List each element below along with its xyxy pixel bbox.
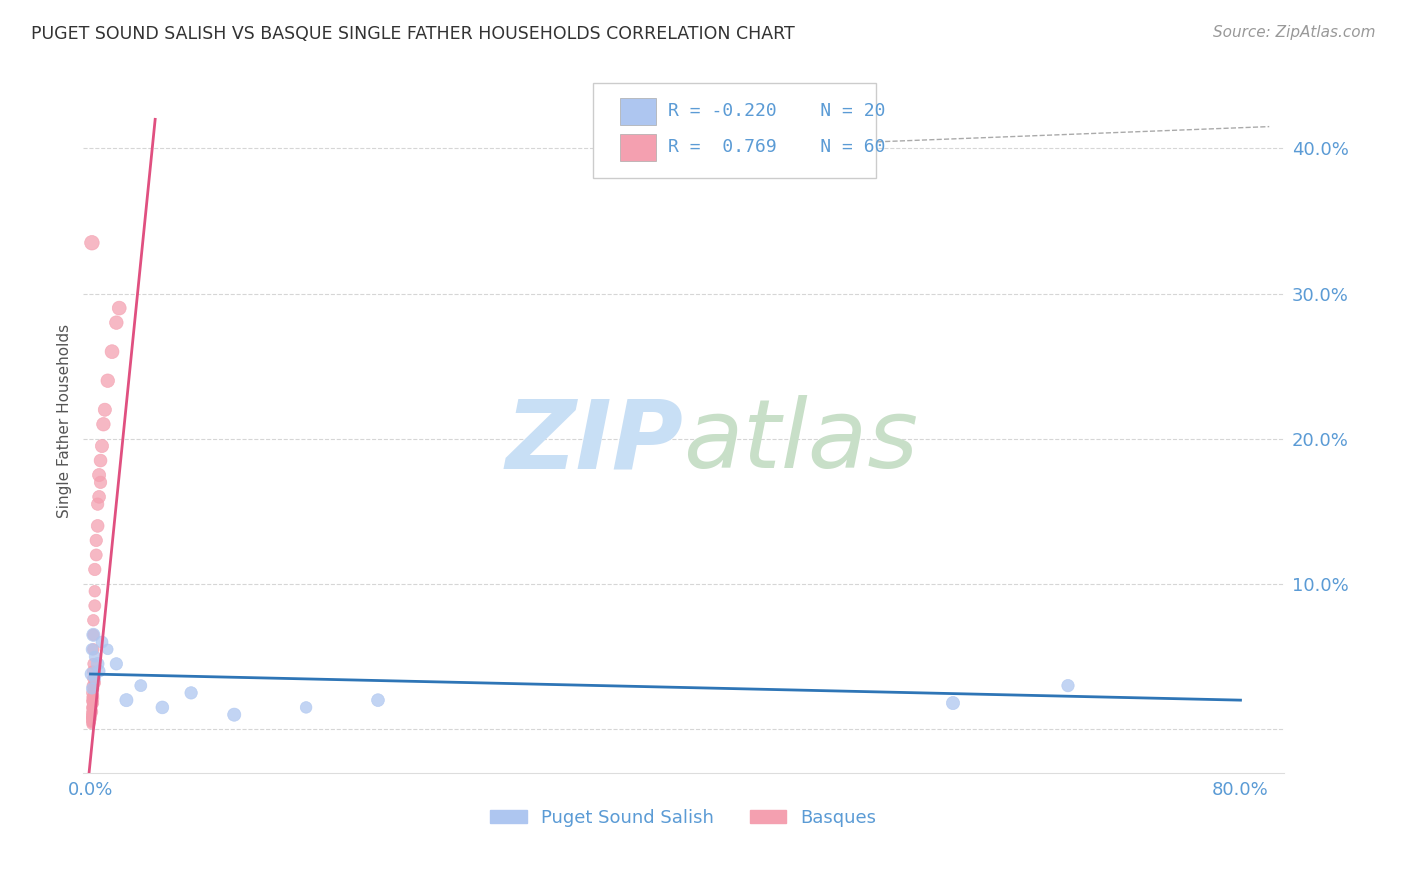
Point xyxy=(87,664,110,678)
Point xyxy=(83,675,105,690)
Point xyxy=(80,714,103,729)
FancyBboxPatch shape xyxy=(620,98,655,125)
Text: R =  0.769    N = 60: R = 0.769 N = 60 xyxy=(668,138,886,156)
Point xyxy=(80,703,103,717)
Point xyxy=(83,599,105,613)
Point xyxy=(90,453,112,467)
Text: ZIP: ZIP xyxy=(506,395,683,488)
Point xyxy=(87,490,110,504)
Point xyxy=(83,562,105,576)
Point xyxy=(80,712,103,726)
Point xyxy=(150,700,173,714)
Point xyxy=(108,301,131,315)
Point xyxy=(97,642,120,657)
Point xyxy=(80,700,103,714)
Point xyxy=(80,707,103,722)
Point xyxy=(91,635,114,649)
Point xyxy=(80,642,103,657)
Point xyxy=(82,664,104,678)
Legend: Puget Sound Salish, Basques: Puget Sound Salish, Basques xyxy=(484,802,884,834)
Point xyxy=(1057,679,1080,693)
Point xyxy=(80,681,103,696)
Point xyxy=(82,681,104,696)
Point xyxy=(82,657,104,671)
FancyBboxPatch shape xyxy=(620,134,655,161)
Point xyxy=(295,700,318,714)
Point xyxy=(80,706,103,721)
Point xyxy=(82,671,104,685)
Point xyxy=(84,548,107,562)
Point xyxy=(86,497,108,511)
Point xyxy=(82,696,104,710)
Point xyxy=(82,613,104,627)
Point xyxy=(86,657,108,671)
Point xyxy=(80,710,103,724)
Point xyxy=(83,584,105,599)
Text: Source: ZipAtlas.com: Source: ZipAtlas.com xyxy=(1212,25,1375,40)
Point xyxy=(224,707,246,722)
Point xyxy=(82,628,104,642)
Point xyxy=(80,712,103,726)
Point xyxy=(80,710,103,724)
Text: PUGET SOUND SALISH VS BASQUE SINGLE FATHER HOUSEHOLDS CORRELATION CHART: PUGET SOUND SALISH VS BASQUE SINGLE FATH… xyxy=(31,25,794,43)
Point xyxy=(80,686,103,700)
Point xyxy=(80,695,103,709)
Point xyxy=(82,691,104,706)
Point xyxy=(105,657,128,671)
Point xyxy=(82,698,104,712)
Point xyxy=(105,316,128,330)
Point xyxy=(82,628,104,642)
Point xyxy=(80,718,103,732)
Point xyxy=(82,705,104,719)
Point xyxy=(367,693,389,707)
Point xyxy=(942,696,965,710)
Point xyxy=(80,716,103,731)
Point xyxy=(80,690,103,705)
Point xyxy=(83,649,105,664)
Point xyxy=(129,679,152,693)
Point xyxy=(80,679,103,693)
Point xyxy=(97,374,120,388)
Point xyxy=(115,693,138,707)
Point xyxy=(80,714,103,728)
Point xyxy=(84,533,107,548)
Point xyxy=(82,689,104,703)
Point xyxy=(101,344,124,359)
Point xyxy=(80,702,103,716)
Point xyxy=(80,710,103,724)
Text: atlas: atlas xyxy=(683,395,918,488)
Point xyxy=(80,707,103,722)
Point xyxy=(93,417,115,432)
Point xyxy=(80,667,103,681)
Point xyxy=(90,475,112,490)
Point xyxy=(80,693,103,707)
Point xyxy=(80,709,103,723)
Text: R = -0.220    N = 20: R = -0.220 N = 20 xyxy=(668,103,886,120)
Point xyxy=(80,235,103,250)
Point xyxy=(80,714,103,729)
Point xyxy=(80,700,103,714)
FancyBboxPatch shape xyxy=(593,83,876,178)
Point xyxy=(80,705,103,719)
Point xyxy=(91,439,114,453)
Y-axis label: Single Father Households: Single Father Households xyxy=(58,324,72,517)
Point xyxy=(94,402,117,417)
Point xyxy=(180,686,202,700)
Point xyxy=(80,714,103,729)
Point xyxy=(80,714,103,728)
Point xyxy=(87,468,110,483)
Point xyxy=(86,519,108,533)
Point xyxy=(83,671,105,685)
Point xyxy=(82,642,104,657)
Point xyxy=(80,698,103,713)
